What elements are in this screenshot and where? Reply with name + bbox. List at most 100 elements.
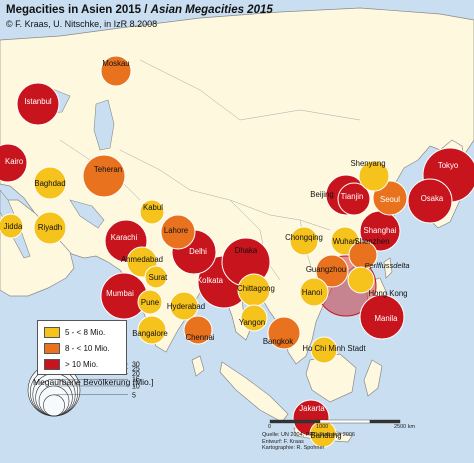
city-label-jakarta: Jakarta (299, 404, 325, 413)
city-label-tokyo: Tokyo (438, 161, 459, 170)
city-label-dhaka: Dhaka (235, 246, 258, 255)
author-line: Entwurf: F. Kraas (262, 438, 304, 445)
city-circle-ho-chi-minh-stadt (310, 336, 338, 364)
city-label-manila: Manila (375, 314, 399, 323)
city-label-bangkok: Bangkok (263, 337, 293, 346)
source-line: Quelle: UN 2004, PRD-Statistics 2006 (262, 432, 355, 438)
city-label-tianjin: Tianjin (341, 192, 364, 201)
city-label-delhi: Delhi (189, 247, 207, 256)
legend-label-small: 5 - < 8 Mio. (65, 327, 106, 337)
city-label-moskau: Moskau (102, 59, 129, 68)
size-legend-value-15: 15 (132, 377, 140, 384)
city-circle-teheran (82, 154, 126, 198)
city-circle-osaka (407, 178, 453, 224)
scale-bar-segment (319, 419, 371, 424)
map-credit: © F. Kraas, U. Nitschke, in IzR 8.2008 (6, 19, 158, 29)
city-label-perlflussdelta: Perlflussdelta (364, 261, 409, 270)
scale-bar-segment (269, 419, 321, 424)
city-label-karachi: Karachi (111, 233, 138, 242)
map-title: Megacities in Asien 2015 / Asian Megacit… (6, 4, 273, 16)
city-circle-baghdad (33, 166, 67, 200)
legend-swatch-large (44, 358, 60, 370)
scale-label-start: 0 (268, 424, 272, 430)
city-circle-hong-kong (347, 266, 375, 294)
city-circle-lahore (160, 214, 196, 250)
city-label-kolkata: Kolkata (197, 276, 224, 285)
city-label-chongqing: Chongqing (285, 233, 323, 242)
persian-gulf (69, 199, 105, 229)
city-circle-bangkok (267, 316, 301, 350)
city-label-mumbai: Mumbai (106, 289, 134, 298)
city-label-shanghai: Shanghai (364, 226, 397, 235)
city-label-lahore: Lahore (164, 226, 188, 235)
city-circle-istanbul (16, 82, 60, 126)
city-circle-hyderabad (169, 291, 199, 321)
city-circle-moskau (100, 55, 132, 87)
legend-item-large: > 10 Mio. (44, 358, 99, 370)
city-label-ho-chi-minh-stadt: Ho Chi Minh Stadt (302, 344, 366, 353)
city-label-wuhan: Wuhan (333, 237, 358, 246)
size-legend-value-10: 10 (132, 383, 140, 390)
scale-bar-segment (369, 419, 401, 424)
city-label-hyderabad: Hyderabad (167, 302, 205, 311)
caspian-sea (93, 99, 115, 151)
city-label-riyadh: Riyadh (38, 223, 62, 232)
city-circle-chongqing (289, 226, 319, 256)
size-legend-value-25: 25 (132, 366, 140, 373)
city-label-guangzhou: Guangzhou (306, 265, 346, 274)
city-circle-riyadh (33, 211, 67, 245)
city-circle-kabul (139, 199, 165, 225)
legend-item-small: 5 - < 8 Mio. (44, 326, 106, 338)
size-legend-value-20: 20 (132, 371, 140, 378)
city-label-shenyang: Shenyang (350, 159, 385, 168)
city-circle-yangon (240, 304, 268, 332)
size-legend-title: Megaurbane Bevölkerung [Mio.] (33, 377, 154, 387)
city-label-teheran: Teheran (94, 165, 122, 174)
cartography-line: Kartographie: R. Spohner (262, 445, 325, 451)
city-circle-bangalore (137, 315, 167, 345)
legend-swatch-medium (44, 342, 60, 354)
city-circle-chennai (183, 315, 213, 345)
city-label-hong-kong: Hong Kong (368, 289, 407, 298)
city-label-jidda: Jidda (4, 222, 23, 231)
legend-label-medium: 8 - < 10 Mio. (65, 343, 110, 353)
city-label-surat: Surat (149, 273, 168, 282)
size-legend-value-30: 30 (132, 362, 140, 369)
city-label-kairo: Kairo (5, 157, 24, 166)
scale-label-end: 2500 km (394, 424, 416, 430)
legend-swatch-small (44, 326, 60, 338)
city-circles: Moskau Istanbul Kairo Baghdad Teheran Jidda Ri… (0, 55, 474, 448)
city-circle-tianjin (337, 182, 371, 216)
legend-label-large: > 10 Mio. (65, 359, 99, 369)
city-circle-shenyang (358, 160, 390, 192)
size-legend-circle-5 (43, 394, 65, 417)
sources-note: Quelle: UN 2004, PRD-Statistics 2006 Ent… (262, 432, 355, 452)
city-label-chittagong: Chittagong (237, 284, 275, 293)
city-label-seoul: Seoul (380, 195, 400, 204)
city-label-chennai: Chennai (185, 333, 214, 342)
city-label-osaka: Osaka (421, 194, 444, 203)
city-label-hanoi: Hanoi (302, 288, 323, 297)
city-label-bandung: Bandung (310, 431, 341, 440)
city-label-shenzhen: Shenzhen (354, 237, 389, 246)
city-label-kabul: Kabul (143, 203, 163, 212)
scale-label-mid: 1000 (316, 424, 329, 430)
legend-item-medium: 8 - < 10 Mio. (44, 342, 110, 354)
city-circle-manila (359, 294, 405, 340)
city-label-pune: Pune (141, 298, 159, 307)
size-legend-value-5: 5 (132, 392, 136, 399)
city-circle-guangzhou (315, 254, 349, 288)
city-label-ahmedabad: Ahmedabad (121, 255, 163, 264)
city-label-bangalore: Bangalore (132, 329, 168, 338)
city-circle-kairo (0, 143, 28, 183)
city-circle-surat (144, 265, 168, 289)
city-label-beijing: Beijing (310, 190, 333, 199)
category-legend: 5 - < 8 Mio. 8 - < 10 Mio. > 10 Mio. (37, 320, 127, 375)
city-circle-jidda (0, 213, 24, 239)
city-label-baghdad: Baghdad (34, 179, 65, 188)
city-label-yangon: Yangon (239, 318, 265, 327)
city-label-istanbul: Istanbul (24, 97, 52, 106)
city-circle-hanoi (299, 277, 329, 307)
